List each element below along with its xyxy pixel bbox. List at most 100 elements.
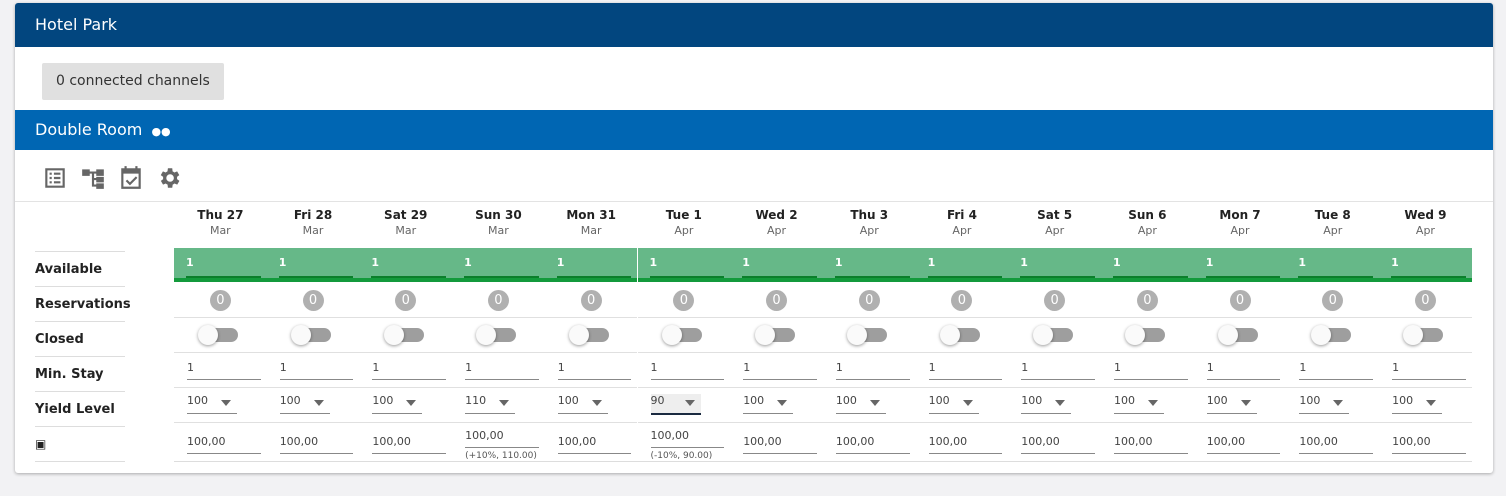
- closed-toggle[interactable]: [476, 325, 517, 345]
- day-label: Fri 28: [293, 208, 333, 222]
- yield-level-select[interactable]: 100: [1114, 394, 1164, 414]
- month-label: Apr: [1045, 224, 1065, 237]
- price-input[interactable]: 100,00: [1299, 435, 1374, 454]
- price-input[interactable]: 100,00: [557, 435, 632, 454]
- available-cell[interactable]: 1: [1101, 248, 1194, 282]
- reservations-cell: 0: [1379, 289, 1472, 311]
- reservations-badge: 0: [1322, 290, 1344, 311]
- price-input[interactable]: 100,00: [1114, 435, 1188, 454]
- price-input[interactable]: 100,00: [743, 435, 817, 454]
- available-value: 1: [1113, 256, 1121, 269]
- closed-toggle[interactable]: [847, 325, 888, 345]
- day-label: Wed 9: [1404, 208, 1447, 222]
- closed-toggle[interactable]: [198, 325, 239, 345]
- available-cell[interactable]: 1: [915, 248, 1009, 282]
- price-input[interactable]: 100,00: [1206, 435, 1281, 454]
- min-stay-input[interactable]: 1: [372, 361, 447, 380]
- price-input[interactable]: 100,00: [465, 429, 539, 448]
- calendar-check-icon[interactable]: [118, 165, 144, 191]
- available-cell[interactable]: 1: [266, 248, 360, 282]
- yield-level-select[interactable]: 100: [187, 394, 237, 414]
- min-stay-input[interactable]: 1: [835, 361, 910, 380]
- closed-toggle[interactable]: [1125, 325, 1166, 345]
- reservations-badge: 0: [1136, 290, 1158, 311]
- available-cell[interactable]: 1: [730, 248, 823, 282]
- day-label: Thu 27: [197, 208, 244, 222]
- yield-level-select[interactable]: 100: [1392, 394, 1443, 414]
- min-stay-input[interactable]: 1: [928, 361, 1003, 380]
- yield-level-select[interactable]: 100: [928, 394, 979, 414]
- reservations-badge: 0: [951, 290, 973, 311]
- yield-level-select[interactable]: 90: [650, 394, 701, 415]
- price-cell: 100,00: [915, 422, 1009, 458]
- closed-toggle[interactable]: [291, 325, 332, 345]
- closed-toggle[interactable]: [661, 325, 702, 345]
- price-input[interactable]: 100,00: [1021, 435, 1095, 454]
- closed-toggle[interactable]: [383, 325, 424, 345]
- min-stay-cell: 1: [822, 352, 916, 387]
- available-cell[interactable]: 1: [544, 248, 638, 282]
- price-cell: 100,00: [1193, 422, 1287, 458]
- month-label: Mar: [302, 224, 324, 237]
- yield-level-select[interactable]: 110: [465, 394, 516, 414]
- closed-toggle[interactable]: [1032, 325, 1073, 345]
- room-title: Double Room: [35, 120, 143, 139]
- closed-cell: [1379, 317, 1472, 352]
- available-cell[interactable]: 1: [1193, 248, 1287, 282]
- min-stay-input[interactable]: 1: [1392, 361, 1466, 380]
- price-input[interactable]: 100,00: [650, 429, 725, 448]
- closed-cell: [1008, 317, 1101, 352]
- min-stay-input[interactable]: 1: [1114, 361, 1188, 380]
- available-cell[interactable]: 1: [822, 248, 916, 282]
- yield-level-select[interactable]: 100: [1206, 394, 1257, 414]
- available-cell[interactable]: 1: [1379, 248, 1472, 282]
- min-stay-input[interactable]: 1: [1206, 361, 1281, 380]
- min-stay-input[interactable]: 1: [279, 361, 354, 380]
- available-cell[interactable]: 1: [637, 248, 731, 282]
- min-stay-cell: 1: [544, 352, 638, 387]
- price-cell: 100,00: [822, 422, 916, 458]
- price-input[interactable]: 100,00: [279, 435, 354, 454]
- tree-icon[interactable]: [80, 165, 106, 191]
- closed-toggle[interactable]: [569, 325, 610, 345]
- month-label: Apr: [1415, 224, 1435, 237]
- price-input[interactable]: 100,00: [372, 435, 447, 454]
- available-cell[interactable]: 1: [1008, 248, 1101, 282]
- yield-level-select[interactable]: 100: [557, 394, 608, 414]
- min-stay-input[interactable]: 1: [187, 361, 261, 380]
- yield-level-select[interactable]: 100: [1021, 394, 1072, 414]
- price-input[interactable]: 100,00: [1392, 435, 1466, 454]
- min-stay-input[interactable]: 1: [557, 361, 632, 380]
- price-input[interactable]: 100,00: [187, 435, 261, 454]
- closed-toggle[interactable]: [1310, 325, 1351, 345]
- price-input[interactable]: 100,00: [928, 435, 1003, 454]
- available-cell[interactable]: 1: [359, 248, 453, 282]
- min-stay-input[interactable]: 1: [650, 361, 725, 380]
- closed-toggle[interactable]: [939, 325, 980, 345]
- min-stay-input[interactable]: 1: [1299, 361, 1374, 380]
- min-stay-input[interactable]: 1: [465, 361, 539, 380]
- connected-channels-button[interactable]: 0 connected channels: [42, 63, 224, 100]
- date-header: Thu 27 Mar: [174, 208, 267, 237]
- yield-level-select[interactable]: 100: [1299, 394, 1350, 414]
- min-stay-cell: 1: [452, 352, 545, 387]
- reservations-cell: 0: [823, 289, 916, 311]
- gear-icon[interactable]: [156, 165, 182, 191]
- closed-toggle[interactable]: [1218, 325, 1259, 345]
- reservations-cell: 0: [1008, 289, 1101, 311]
- min-stay-input[interactable]: 1: [743, 361, 817, 380]
- yield-level-select[interactable]: 100: [835, 394, 886, 414]
- available-cell[interactable]: 1: [452, 248, 545, 282]
- bed-icon: ▣: [35, 437, 47, 451]
- yield-level-select[interactable]: 100: [372, 394, 423, 414]
- available-cell[interactable]: 1: [1286, 248, 1380, 282]
- closed-toggle[interactable]: [1403, 325, 1444, 345]
- price-input[interactable]: 100,00: [835, 435, 910, 454]
- list-icon[interactable]: [42, 165, 68, 191]
- min-stay-input[interactable]: 1: [1021, 361, 1095, 380]
- available-cell[interactable]: 1: [174, 248, 267, 282]
- yield-level-select[interactable]: 100: [743, 394, 794, 414]
- day-label: Sat 29: [384, 208, 428, 222]
- closed-toggle[interactable]: [754, 325, 795, 345]
- yield-level-select[interactable]: 100: [279, 394, 330, 414]
